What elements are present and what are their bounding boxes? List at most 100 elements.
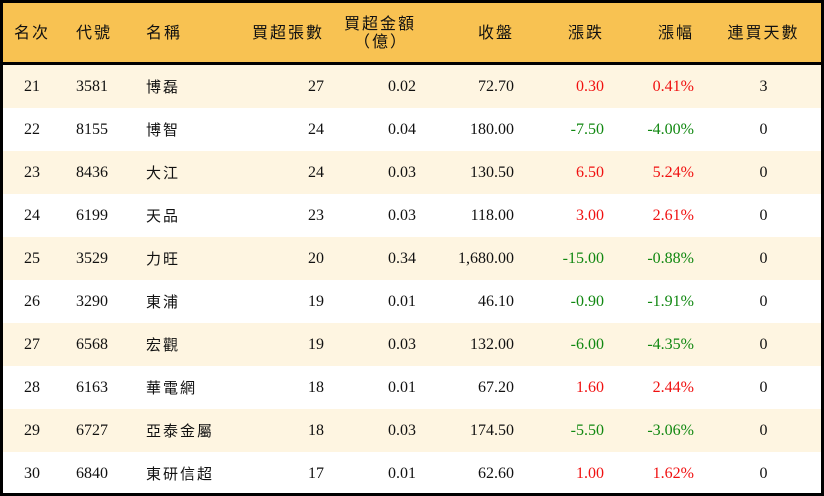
- stock-code-cell: 6727: [61, 409, 131, 452]
- rank-cell: 29: [3, 409, 61, 452]
- table-row: 27 6568 宏觀 19 0.03 132.00 -6.00 -4.35% 0: [3, 323, 821, 366]
- stock-code-cell: 6568: [61, 323, 131, 366]
- close-price-cell: 174.50: [416, 409, 514, 452]
- stock-name-cell: 大江: [131, 151, 221, 194]
- consecutive-days-cell: 3: [694, 63, 821, 108]
- stock-name-cell: 華電網: [146, 379, 198, 397]
- stock-code-cell: 8155: [76, 120, 108, 138]
- rank-cell: 21: [3, 63, 61, 108]
- table-row: 24 6199 天品 23 0.03 118.00 3.00 2.61% 0: [3, 194, 821, 237]
- stock-code-cell: 6840: [76, 464, 108, 482]
- stock-name-cell: 博磊: [131, 63, 221, 108]
- price-change-cell: -7.50: [570, 120, 604, 138]
- consecutive-days-cell: 0: [759, 378, 768, 396]
- close-price-cell: 180.00: [470, 120, 514, 138]
- rank-cell: 25: [3, 237, 61, 280]
- header-net-amount-unit: （億）: [353, 31, 408, 51]
- change-pct-cell: 2.61%: [652, 206, 694, 224]
- consecutive-days-cell: 0: [759, 292, 768, 310]
- close-price-cell: 46.10: [478, 292, 514, 310]
- net-shares-cell: 24: [221, 151, 324, 194]
- rank-cell: 27: [3, 323, 61, 366]
- price-change-cell: 6.50: [514, 151, 604, 194]
- table-row: 25 3529 力旺 20 0.34 1,680.00 -15.00 -0.88% 0: [3, 237, 821, 280]
- header-change-pct: 漲幅: [604, 3, 694, 65]
- stock-name-cell: 博智: [146, 121, 181, 139]
- close-price-cell: 130.50: [416, 151, 514, 194]
- net-amount-cell: 0.01: [388, 464, 416, 482]
- net-amount-cell: 0.02: [324, 63, 416, 108]
- table-row: 21 3581 博磊 27 0.02 72.70 0.30 0.41% 3: [3, 63, 821, 108]
- close-price-cell: 62.60: [478, 464, 514, 482]
- stock-code-cell: 3290: [76, 292, 108, 310]
- header-code: 代號: [61, 3, 131, 65]
- net-shares-cell: 27: [221, 63, 324, 108]
- header-change: 漲跌: [514, 3, 604, 65]
- price-change-cell: -0.90: [570, 292, 604, 310]
- header-name: 名稱: [131, 3, 221, 65]
- close-price-cell: 1,680.00: [416, 237, 514, 280]
- stock-name-cell: 力旺: [131, 237, 221, 280]
- net-shares-cell: 24: [308, 120, 324, 138]
- table-row: 26 3290 東浦 19 0.01 46.10 -0.90 -1.91% 0: [3, 280, 821, 323]
- change-pct-cell: 2.44%: [652, 378, 694, 396]
- stock-name-cell: 亞泰金屬: [131, 409, 221, 452]
- stock-code-cell: 3581: [61, 63, 131, 108]
- header-net-amount-label: 買超金額: [343, 13, 416, 33]
- price-change-cell: -5.50: [514, 409, 604, 452]
- net-amount-cell: 0.03: [324, 409, 416, 452]
- price-change-cell: -6.00: [514, 323, 604, 366]
- table-row: 22 8155 博智 24 0.04 180.00 -7.50 -4.00% 0: [3, 108, 821, 151]
- close-price-cell: 132.00: [416, 323, 514, 366]
- table-row: 23 8436 大江 24 0.03 130.50 6.50 5.24% 0: [3, 151, 821, 194]
- price-change-cell: 0.30: [514, 63, 604, 108]
- change-pct-cell: 5.24%: [604, 151, 694, 194]
- consecutive-days-cell: 0: [694, 151, 821, 194]
- net-shares-cell: 20: [221, 237, 324, 280]
- rank-cell: 28: [24, 378, 40, 396]
- header-consecutive-days: 連買天數: [694, 3, 821, 65]
- rank-cell: 26: [24, 292, 40, 310]
- price-change-cell: 1.00: [576, 464, 604, 482]
- net-amount-cell: 0.03: [324, 323, 416, 366]
- net-shares-cell: 23: [308, 206, 324, 224]
- rank-cell: 22: [24, 120, 40, 138]
- net-shares-cell: 19: [308, 292, 324, 310]
- net-amount-cell: 0.04: [388, 120, 416, 138]
- header-net-shares: 買超張數: [221, 3, 324, 65]
- change-pct-cell: 1.62%: [652, 464, 694, 482]
- stock-code-cell: 3529: [61, 237, 131, 280]
- net-amount-cell: 0.01: [388, 292, 416, 310]
- change-pct-cell: -0.88%: [604, 237, 694, 280]
- consecutive-days-cell: 0: [759, 206, 768, 224]
- change-pct-cell: -4.35%: [604, 323, 694, 366]
- net-amount-cell: 0.34: [324, 237, 416, 280]
- price-change-cell: -15.00: [514, 237, 604, 280]
- stock-code-cell: 8436: [61, 151, 131, 194]
- close-price-cell: 118.00: [470, 206, 514, 224]
- close-price-cell: 72.70: [416, 63, 514, 108]
- header-row: 名次 代號 名稱 買超張數 買超金額 （億） 收盤 漲跌 漲幅 連買天數: [3, 3, 821, 65]
- consecutive-days-cell: 0: [694, 237, 821, 280]
- price-change-cell: 3.00: [576, 206, 604, 224]
- change-pct-cell: -3.06%: [604, 409, 694, 452]
- change-pct-cell: -4.00%: [647, 120, 694, 138]
- consecutive-days-cell: 0: [759, 464, 768, 482]
- header-rank: 名次: [3, 3, 61, 65]
- net-amount-cell: 0.03: [324, 151, 416, 194]
- table-row: 28 6163 華電網 18 0.01 67.20 1.60 2.44% 0: [3, 366, 821, 409]
- net-shares-cell: 17: [308, 464, 324, 482]
- stock-name-cell: 東浦: [146, 293, 181, 311]
- header-close: 收盤: [416, 3, 514, 65]
- consecutive-days-cell: 0: [694, 323, 821, 366]
- net-shares-cell: 18: [308, 378, 324, 396]
- table-row: 30 6840 東研信超 17 0.01 62.60 1.00 1.62% 0: [3, 452, 821, 495]
- stock-code-cell: 6163: [76, 378, 108, 396]
- table-row: 29 6727 亞泰金屬 18 0.03 174.50 -5.50 -3.06% 0: [3, 409, 821, 452]
- change-pct-cell: 0.41%: [604, 63, 694, 108]
- net-shares-cell: 18: [221, 409, 324, 452]
- consecutive-days-cell: 0: [694, 409, 821, 452]
- stock-name-cell: 東研信超: [146, 465, 215, 483]
- stock-name-cell: 天品: [146, 207, 181, 225]
